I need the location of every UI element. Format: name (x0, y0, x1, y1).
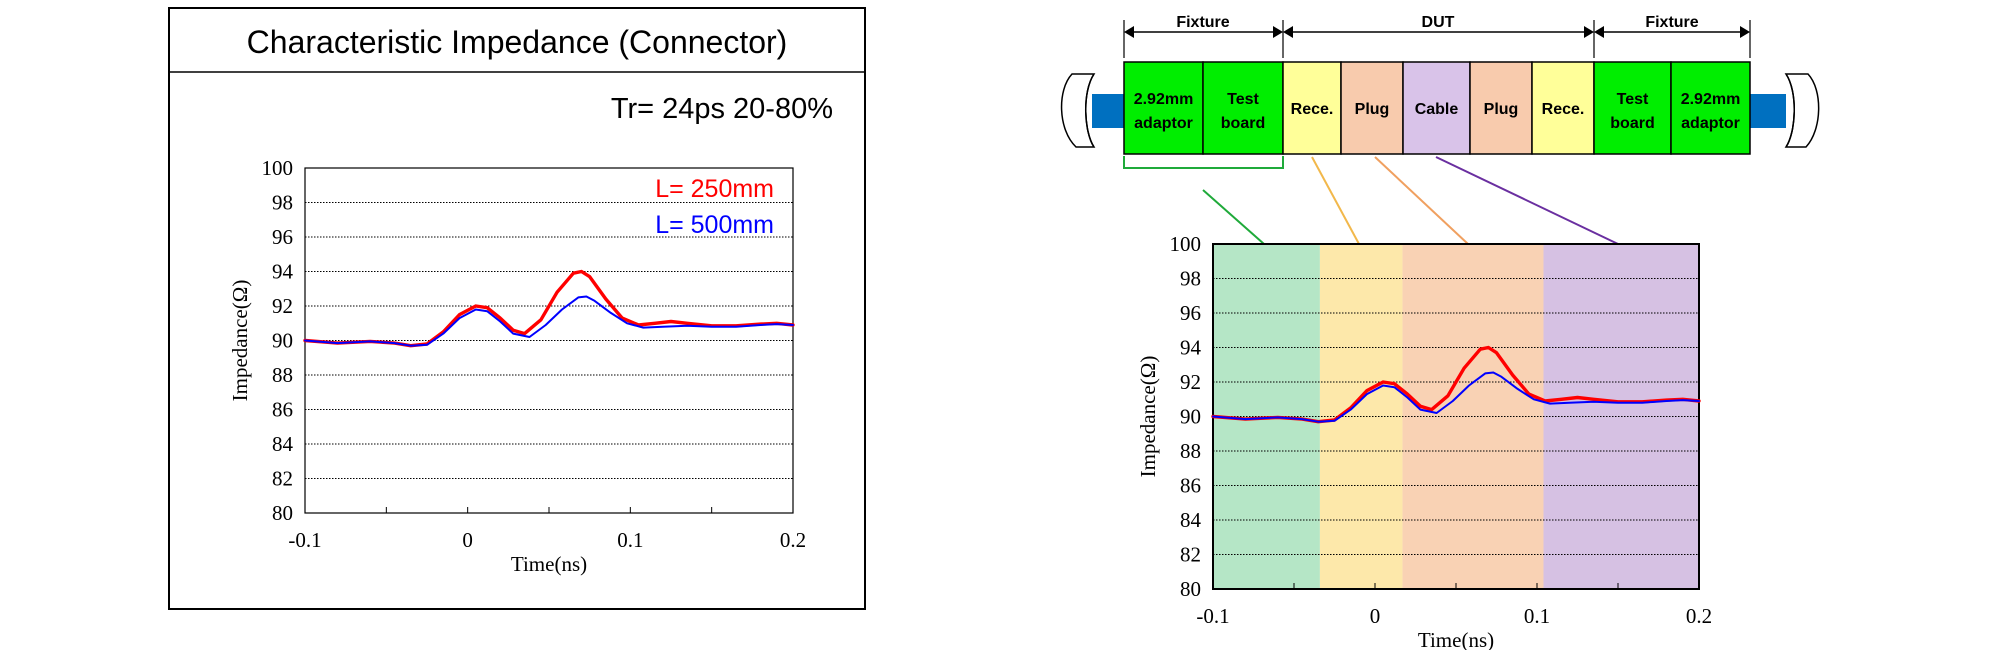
diagram-block-box (1531, 61, 1595, 155)
diagram-block-label: board (1221, 115, 1265, 132)
diagram-block: 2.92mm adaptor (1670, 61, 1751, 155)
diagram-block: Rece. (1531, 61, 1595, 155)
leader-line-fixture (1202, 189, 1265, 245)
x-axis-label: Time(ns) (1418, 628, 1494, 650)
diagram-block-label: Rece. (1291, 101, 1334, 118)
y-tick-label: 82 (272, 467, 293, 491)
diagram-block-label: Plug (1484, 101, 1519, 118)
chart-left: 80 82 84 86 88 90 92 94 96 98 100 -0.1 0 0.1 0.2 Time(n… (228, 156, 806, 576)
y-tick-label: 80 (1180, 577, 1201, 601)
diagram-block-label: Plug (1355, 101, 1390, 118)
y-tick-label: 90 (272, 329, 293, 353)
diagram-block-label: Test (1617, 91, 1649, 108)
diagram-block-label: 2.92mm (1681, 91, 1741, 108)
diagram-block-box (1202, 61, 1284, 155)
x-tick-label: 0.2 (1686, 604, 1712, 628)
x-tick-label: 0.1 (617, 528, 643, 552)
y-tick-label: 90 (1180, 405, 1201, 429)
diagram-block-label: Rece. (1542, 101, 1585, 118)
y-tick-label: 88 (1180, 439, 1201, 463)
diagram-block: Test board (1593, 61, 1672, 155)
x-tick-label: -0.1 (1196, 604, 1229, 628)
diagram-block-box (1123, 61, 1204, 155)
left-panel-title: Characteristic Impedance (Connector) (247, 24, 788, 60)
y-tick-label: 94 (1180, 336, 1202, 360)
y-tick-label: 98 (1180, 267, 1201, 291)
x-tick-label: 0.2 (780, 528, 806, 552)
diagram-block-label: Test (1227, 91, 1259, 108)
left-panel-frame (168, 7, 866, 610)
x-tick-label: 0 (462, 528, 473, 552)
y-tick-label: 84 (272, 432, 294, 456)
y-tick-label: 92 (1180, 370, 1201, 394)
diagram-blocks: 2.92mm adaptor Test board Rece. Plug Cable Plug… (1123, 61, 1751, 155)
diagram-block-box (1340, 61, 1404, 155)
dimension-label-fixture-right: Fixture (1645, 14, 1698, 31)
cable-left (1060, 73, 1125, 148)
legend-entry: L= 500mm (655, 211, 774, 239)
leader-line-receptacle (1311, 156, 1360, 245)
x-tick-label: 0 (1370, 604, 1381, 628)
diagram-block-box (1593, 61, 1672, 155)
fixture-diagram: Fixture DUT Fixture 2.92mm adaptor Test boa… (1060, 14, 1820, 245)
y-tick-label: 98 (272, 191, 293, 215)
leader-line-plug (1374, 156, 1469, 245)
diagram-block: Test board (1202, 61, 1284, 155)
dimension-fixture-right: Fixture (1594, 14, 1751, 58)
series-line-2 (304, 295, 794, 347)
diagram-block: Rece. (1282, 61, 1342, 155)
rise-time-condition: Tr= 24ps 20-80% (611, 93, 833, 125)
chart-right: 80 82 84 86 88 90 92 94 96 98 100 -0.1 0 0.1 0.2 Time(n… (1136, 232, 1712, 650)
diagram-block-label: adaptor (1134, 115, 1193, 132)
x-tick-label: 0.1 (1524, 604, 1550, 628)
x-tick-label: -0.1 (288, 528, 321, 552)
diagram-block-label: 2.92mm (1134, 91, 1194, 108)
diagram-block-box (1402, 61, 1471, 155)
diagram-block: Plug (1469, 61, 1533, 155)
diagram-block: Cable (1402, 61, 1471, 155)
y-tick-label: 100 (262, 156, 294, 180)
diagram-block-box (1670, 61, 1751, 155)
x-axis-label: Time(ns) (511, 552, 587, 576)
diagram-block: Plug (1340, 61, 1404, 155)
diagram-block-label: board (1610, 115, 1654, 132)
dimension-label-dut: DUT (1422, 14, 1455, 31)
y-tick-label: 92 (272, 294, 293, 318)
dimension-fixture-left: Fixture (1123, 14, 1284, 58)
left-panel: Characteristic Impedance (Connector) Tr=… (168, 7, 866, 610)
y-tick-label: 86 (272, 398, 293, 422)
diagram-block: 2.92mm adaptor (1123, 61, 1204, 155)
diagram-block-label: adaptor (1681, 115, 1740, 132)
y-tick-label: 88 (272, 363, 293, 387)
y-tick-label: 94 (272, 260, 294, 284)
fixture-bracket (1123, 156, 1284, 169)
y-tick-label: 82 (1180, 543, 1201, 567)
diagram-block-box (1282, 61, 1342, 155)
diagram-block-label: Cable (1415, 101, 1459, 118)
diagram-block-box (1469, 61, 1533, 155)
y-tick-label: 80 (272, 501, 293, 525)
y-tick-label: 84 (1180, 508, 1202, 532)
legend-entry: L= 250mm (655, 175, 774, 203)
y-axis-label: Impedance(Ω) (1136, 356, 1160, 478)
cable-right (1750, 73, 1820, 148)
y-tick-label: 96 (1180, 301, 1201, 325)
dimension-label-fixture-left: Fixture (1176, 14, 1229, 31)
series-line-2 (1212, 371, 1700, 423)
y-axis-label: Impedance(Ω) (228, 280, 252, 402)
leader-line-cable (1435, 156, 1619, 245)
y-tick-label: 86 (1180, 474, 1201, 498)
dimension-dut: DUT (1283, 14, 1595, 58)
y-tick-label: 96 (272, 225, 293, 249)
y-tick-label: 100 (1170, 232, 1202, 256)
